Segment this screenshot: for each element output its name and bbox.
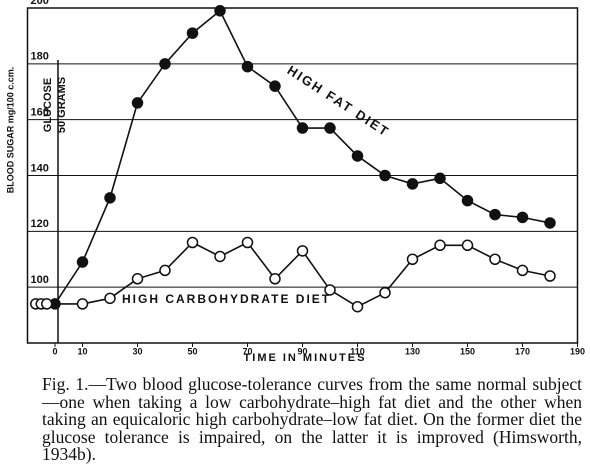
data-point xyxy=(351,150,364,162)
x-tick-label: 170 xyxy=(515,346,530,356)
caption: Fig. 1.—Two blood glucose-tolerance curv… xyxy=(42,374,582,464)
data-point xyxy=(269,273,281,285)
chart: 100 120 140 160 180 200 0 10 30 50 70 90 110 130 150 17… xyxy=(5,0,585,364)
data-point xyxy=(186,27,199,39)
x-axis-label: TIME IN MINUTES xyxy=(244,352,367,364)
data-point xyxy=(269,80,281,92)
x-tick-label: 50 xyxy=(187,346,197,356)
data-point xyxy=(434,172,446,185)
annotation: HIGH CARBOHYDRATE DIET xyxy=(122,292,331,306)
y-tick-label: 120 xyxy=(31,218,49,230)
x-tick-label: 130 xyxy=(405,346,420,356)
x-tick-label: 190 xyxy=(570,346,585,356)
annotation: 50 GRAMS xyxy=(56,77,68,133)
data-point xyxy=(214,250,226,263)
data-point xyxy=(159,264,171,277)
data-point xyxy=(131,97,144,109)
x-tick-label: 70 xyxy=(242,346,252,356)
y-axis-label: BLOOD SUGAR mg/100 c.cm. xyxy=(5,67,15,194)
data-point xyxy=(241,60,254,73)
y-tick-label: 200 xyxy=(31,0,49,7)
y-tick-label: 140 xyxy=(31,162,49,174)
data-point xyxy=(104,292,116,305)
data-point xyxy=(104,192,116,204)
x-tick-label: 30 xyxy=(132,346,142,356)
x-tick-label: 0 xyxy=(52,346,57,356)
x-tick-label: 110 xyxy=(350,346,365,356)
data-point xyxy=(406,253,419,265)
data-point xyxy=(41,298,53,310)
data-point xyxy=(76,256,89,268)
data-point xyxy=(76,298,89,310)
data-point xyxy=(324,122,336,134)
data-point xyxy=(544,270,556,282)
data-point xyxy=(379,169,391,182)
data-point xyxy=(489,253,501,265)
data-point xyxy=(296,245,309,257)
data-point xyxy=(489,208,501,221)
data-point xyxy=(406,178,419,190)
data-point xyxy=(434,239,446,252)
data-point xyxy=(351,300,364,313)
y-tick-label: 160 xyxy=(31,107,49,119)
data-point xyxy=(516,211,529,224)
data-point xyxy=(461,239,474,252)
data-point xyxy=(461,194,474,207)
data-point xyxy=(296,122,309,134)
data-point xyxy=(379,287,391,299)
x-tick-label: 150 xyxy=(460,346,475,356)
data-point xyxy=(241,236,254,249)
data-point xyxy=(324,284,336,296)
series-line xyxy=(54,9,551,305)
annotation: GLUCOSE xyxy=(42,78,54,132)
data-point xyxy=(159,58,171,70)
y-tick-label: 180 xyxy=(31,51,49,63)
data-point xyxy=(131,273,144,285)
data-point xyxy=(186,236,199,249)
x-tick-label: 10 xyxy=(77,346,87,356)
y-tick-label: 100 xyxy=(31,274,49,286)
data-point xyxy=(516,264,529,277)
x-tick-label: 90 xyxy=(297,346,307,356)
data-point xyxy=(214,5,226,17)
data-point xyxy=(544,217,556,229)
